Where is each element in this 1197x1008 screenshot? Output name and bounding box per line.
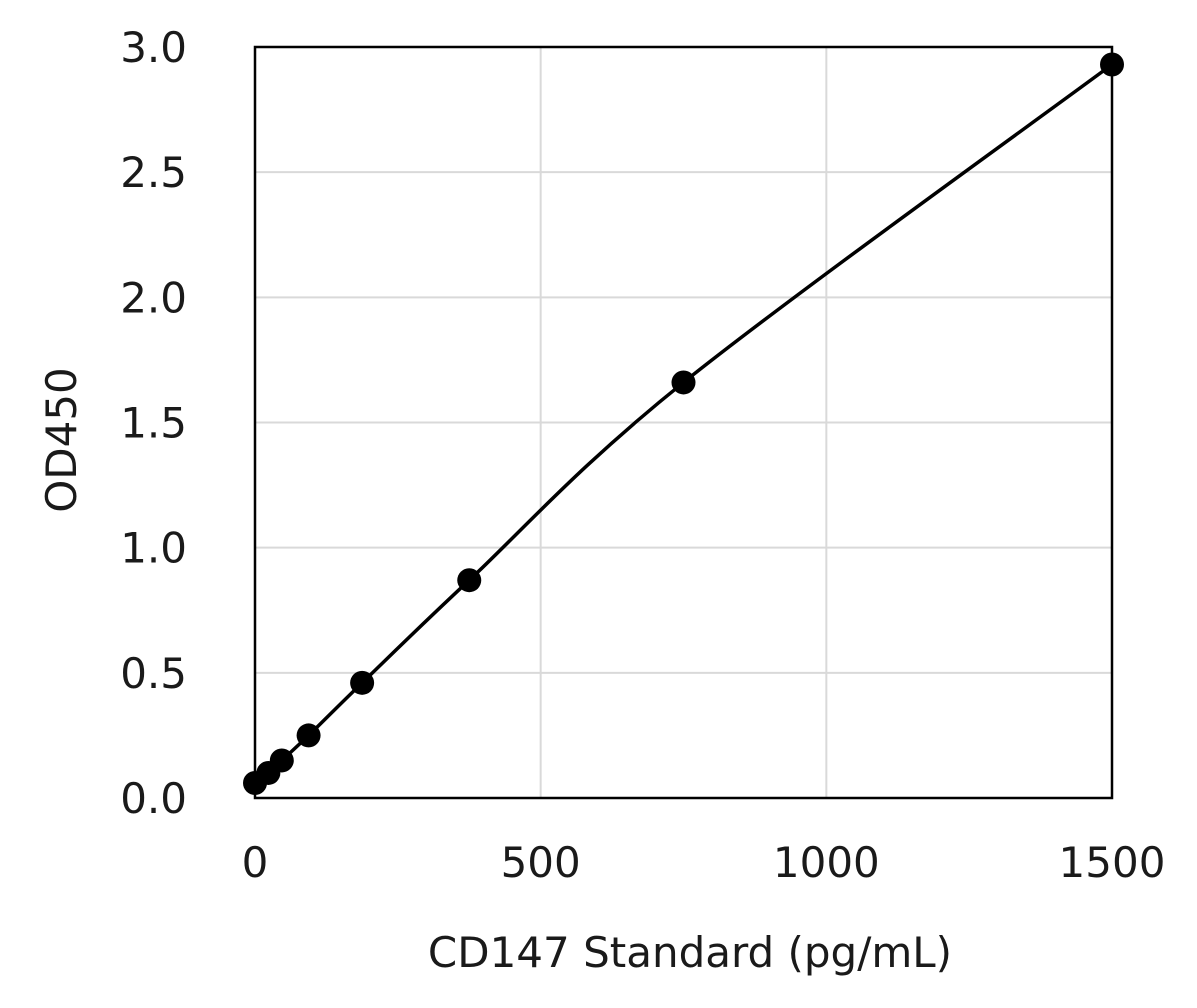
y-tick-label: 2.5	[120, 148, 187, 197]
y-axis-title: OD450	[37, 367, 86, 513]
x-tick-label: 500	[501, 838, 581, 887]
grid-lines	[255, 47, 1112, 798]
x-tick-label: 1500	[1059, 838, 1166, 887]
data-point-6	[671, 370, 696, 395]
data-point-7	[1100, 52, 1124, 77]
y-tick-label: 0.5	[120, 649, 187, 698]
x-tick-label: 0	[242, 838, 269, 887]
data-point-4	[350, 670, 375, 695]
x-tick-label: 1000	[773, 838, 880, 887]
plot-area-border	[253, 45, 1114, 800]
y-tick-label: 2.0	[120, 273, 187, 322]
plot-frame	[253, 45, 1114, 800]
y-axis-tick-labels: 0.0 0.5 1.0 1.5 2.0 2.5 3.0	[120, 23, 187, 823]
y-tick-label: 3.0	[120, 23, 187, 72]
y-tick-label: 0.0	[120, 774, 187, 823]
y-tick-label: 1.0	[120, 524, 187, 573]
data-point-3	[296, 723, 321, 748]
x-axis-title: CD147 Standard (pg/mL)	[428, 928, 952, 977]
data-point-2	[269, 748, 294, 773]
x-axis-tick-labels: 0 500 1000 1500	[242, 838, 1166, 887]
data-point-5	[457, 568, 482, 593]
y-tick-label: 1.5	[120, 399, 187, 448]
data-points	[243, 52, 1124, 795]
